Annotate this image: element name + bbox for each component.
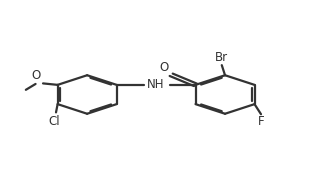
Text: O: O xyxy=(31,70,41,82)
Text: NH: NH xyxy=(147,78,165,91)
Text: O: O xyxy=(159,61,169,74)
Text: F: F xyxy=(258,115,264,128)
Text: Cl: Cl xyxy=(49,115,60,128)
Text: Br: Br xyxy=(215,51,228,64)
